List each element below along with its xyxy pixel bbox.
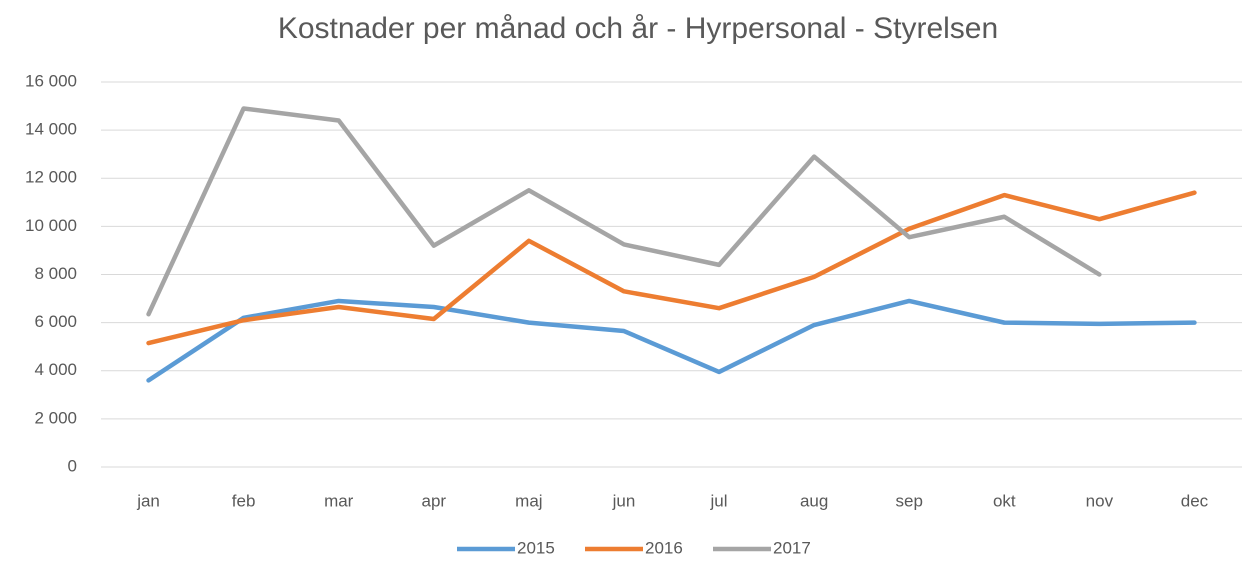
x-tick-label: mar xyxy=(324,491,354,510)
y-tick-label: 2 000 xyxy=(34,408,77,427)
y-tick-label: 0 xyxy=(68,456,77,475)
y-tick-label: 4 000 xyxy=(34,360,77,379)
series-line xyxy=(146,190,1197,346)
x-tick-label: maj xyxy=(515,491,542,510)
x-tick-label: sep xyxy=(895,491,922,510)
y-tick-label: 12 000 xyxy=(25,168,77,187)
legend-label: 2015 xyxy=(517,538,555,557)
series-line xyxy=(146,106,1102,317)
y-tick-label: 10 000 xyxy=(25,216,77,235)
series-line xyxy=(146,298,1197,383)
y-tick-label: 16 000 xyxy=(25,71,77,90)
x-tick-label: jan xyxy=(136,491,160,510)
y-tick-label: 14 000 xyxy=(25,120,77,139)
y-tick-label: 8 000 xyxy=(34,264,77,283)
legend-label: 2017 xyxy=(773,538,811,557)
chart-title: Kostnader per månad och år - Hyrpersonal… xyxy=(278,12,998,45)
x-tick-label: feb xyxy=(232,491,256,510)
x-tick-label: jun xyxy=(612,491,636,510)
y-tick-label: 6 000 xyxy=(34,312,77,331)
x-tick-label: nov xyxy=(1086,491,1114,510)
x-tick-label: okt xyxy=(993,491,1016,510)
x-tick-label: aug xyxy=(800,491,828,510)
x-tick-label: dec xyxy=(1181,491,1209,510)
x-tick-label: jul xyxy=(710,491,728,510)
legend-label: 2016 xyxy=(645,538,683,557)
x-tick-label: apr xyxy=(422,491,447,510)
